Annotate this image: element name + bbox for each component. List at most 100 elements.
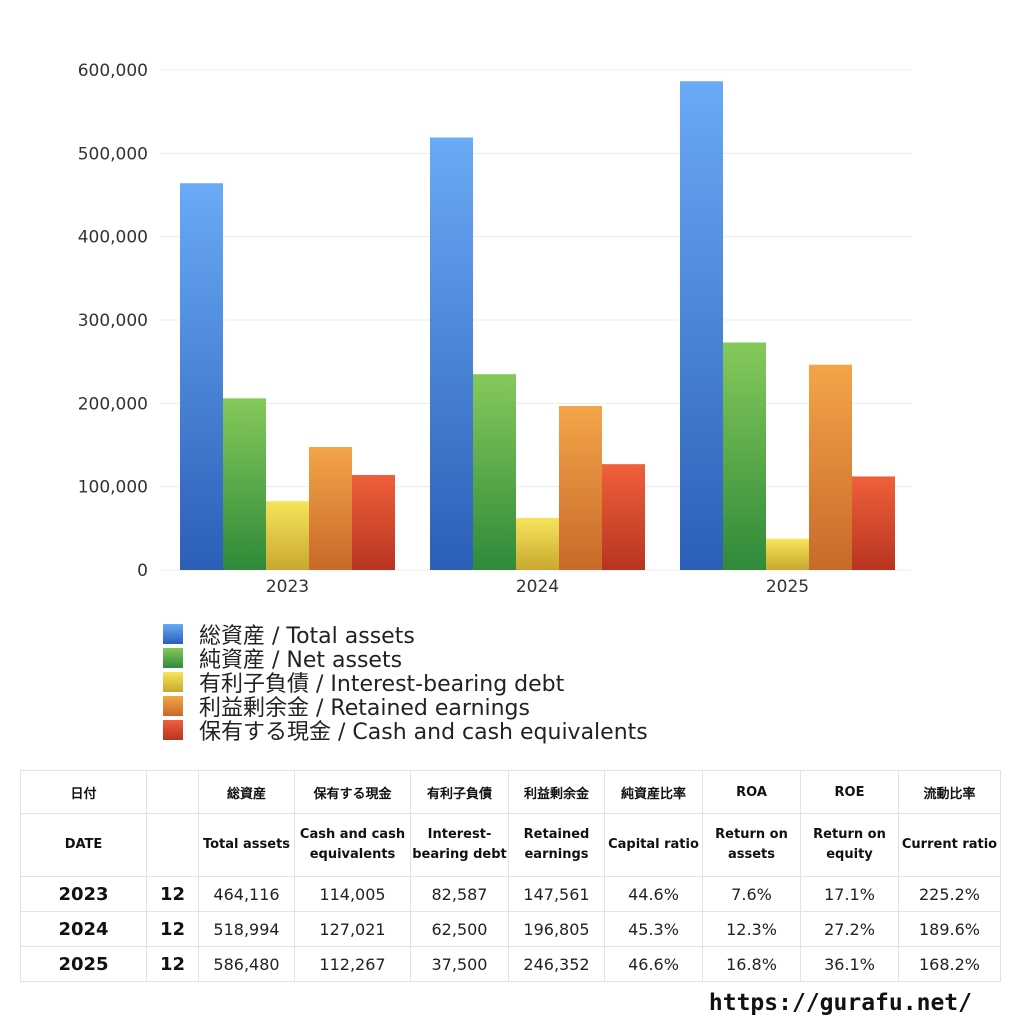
legend-label: 保有する現金 / Cash and cash equivalents bbox=[199, 720, 648, 745]
header-debt-en: Interest-bearing debt bbox=[410, 813, 509, 877]
table-cell: 127,021 bbox=[294, 911, 411, 947]
table-cell-year: 2025 bbox=[20, 946, 147, 982]
bar-chart: 0 100,000 200,000 300,000 400,000 500,000 600,… bbox=[78, 61, 912, 597]
table-cell: 12.3% bbox=[702, 911, 801, 947]
table-cell: 147,561 bbox=[508, 876, 605, 912]
bar bbox=[223, 398, 266, 570]
y-tick-label: 500,000 bbox=[78, 144, 148, 164]
y-tick-label: 100,000 bbox=[78, 478, 148, 498]
bar bbox=[430, 137, 473, 570]
table-cell: 114,005 bbox=[294, 876, 411, 912]
x-axis: 2023 2024 2025 bbox=[266, 577, 809, 597]
table-row: 2025 12 586,480 112,267 37,500 246,352 4… bbox=[20, 946, 1001, 982]
bar bbox=[516, 517, 559, 570]
table-header-row-jp: 日付 総資産 保有する現金 有利子負債 利益剰余金 純資産比率 ROA ROE … bbox=[20, 770, 1001, 814]
legend-label: 利益剰余金 / Retained earnings bbox=[199, 696, 530, 721]
table-cell-year: 2023 bbox=[20, 876, 147, 912]
bar bbox=[723, 342, 766, 570]
y-tick-label: 300,000 bbox=[78, 311, 148, 331]
legend-swatch bbox=[163, 672, 183, 692]
table-cell: 37,500 bbox=[410, 946, 509, 982]
legend-label: 有利子負債 / Interest-bearing debt bbox=[199, 672, 565, 697]
header-date-jp: 日付 bbox=[20, 770, 147, 814]
financial-data-table: 日付 総資産 保有する現金 有利子負債 利益剰余金 純資産比率 ROA ROE … bbox=[20, 770, 1001, 982]
chart-gridlines bbox=[160, 69, 912, 571]
y-tick-label: 600,000 bbox=[78, 61, 148, 81]
legend-swatch bbox=[163, 720, 183, 740]
header-cash-en: Cash and cash equivalents bbox=[294, 813, 411, 877]
header-total-assets-en: Total assets bbox=[198, 813, 295, 877]
table-cell: 7.6% bbox=[702, 876, 801, 912]
bar bbox=[766, 538, 809, 570]
table-cell: 464,116 bbox=[198, 876, 295, 912]
table-header-row-en: DATE Total assets Cash and cash equivale… bbox=[20, 813, 1001, 877]
y-tick-label: 200,000 bbox=[78, 394, 148, 414]
x-tick-label: 2025 bbox=[766, 577, 809, 597]
table-cell: 62,500 bbox=[410, 911, 509, 947]
header-capital-ratio-en: Capital ratio bbox=[604, 813, 703, 877]
table-cell: 112,267 bbox=[294, 946, 411, 982]
bar bbox=[680, 81, 723, 571]
bar bbox=[559, 405, 602, 570]
header-cash-jp: 保有する現金 bbox=[294, 770, 411, 814]
header-month-jp bbox=[146, 770, 199, 814]
table-cell: 246,352 bbox=[508, 946, 605, 982]
table-cell: 189.6% bbox=[898, 911, 1001, 947]
header-roe-en: Return on equity bbox=[800, 813, 899, 877]
bar bbox=[809, 364, 852, 570]
legend-item: 利益剰余金 / Retained earnings bbox=[163, 694, 648, 721]
header-month-en bbox=[146, 813, 199, 877]
table-row: 2024 12 518,994 127,021 62,500 196,805 4… bbox=[20, 911, 1001, 947]
legend-item: 保有する現金 / Cash and cash equivalents bbox=[163, 718, 648, 745]
y-tick-label: 400,000 bbox=[78, 228, 148, 248]
table-cell: 45.3% bbox=[604, 911, 703, 947]
table-cell: 46.6% bbox=[604, 946, 703, 982]
header-current-ratio-en: Current ratio bbox=[898, 813, 1001, 877]
site-url: https://gurafu.net/ bbox=[708, 990, 972, 1016]
table-cell: 44.6% bbox=[604, 876, 703, 912]
table-cell: 17.1% bbox=[800, 876, 899, 912]
bar bbox=[352, 474, 395, 570]
x-tick-label: 2023 bbox=[266, 577, 309, 597]
table-cell-year: 2024 bbox=[20, 911, 147, 947]
legend-item: 有利子負債 / Interest-bearing debt bbox=[163, 670, 648, 697]
header-retained-en: Retained earnings bbox=[508, 813, 605, 877]
table-cell: 16.8% bbox=[702, 946, 801, 982]
header-roe-jp: ROE bbox=[800, 770, 899, 814]
y-tick-label: 0 bbox=[137, 561, 148, 581]
table-row: 2023 12 464,116 114,005 82,587 147,561 4… bbox=[20, 876, 1001, 912]
table-cell-month: 12 bbox=[146, 911, 199, 947]
bar bbox=[852, 476, 895, 570]
legend-item: 純資産 / Net assets bbox=[163, 646, 648, 673]
table-cell: 168.2% bbox=[898, 946, 1001, 982]
chart-legend: 総資産 / Total assets 純資産 / Net assets 有利子負債 … bbox=[163, 622, 648, 745]
x-tick-label: 2024 bbox=[516, 577, 559, 597]
legend-swatch bbox=[163, 696, 183, 716]
header-capital-ratio-jp: 純資産比率 bbox=[604, 770, 703, 814]
header-current-ratio-jp: 流動比率 bbox=[898, 770, 1001, 814]
table-cell: 225.2% bbox=[898, 876, 1001, 912]
header-roa-en: Return on assets bbox=[702, 813, 801, 877]
header-total-assets-jp: 総資産 bbox=[198, 770, 295, 814]
header-debt-jp: 有利子負債 bbox=[410, 770, 509, 814]
legend-item: 総資産 / Total assets bbox=[163, 622, 648, 649]
table-cell: 586,480 bbox=[198, 946, 295, 982]
legend-label: 総資産 / Total assets bbox=[199, 624, 415, 649]
bar bbox=[602, 464, 645, 570]
bar bbox=[266, 501, 309, 570]
legend-swatch bbox=[163, 624, 183, 644]
table-cell-month: 12 bbox=[146, 876, 199, 912]
table-cell: 196,805 bbox=[508, 911, 605, 947]
bar bbox=[473, 374, 516, 570]
header-date-en: DATE bbox=[20, 813, 147, 877]
bar bbox=[309, 447, 352, 570]
table-cell: 27.2% bbox=[800, 911, 899, 947]
table-cell: 36.1% bbox=[800, 946, 899, 982]
table-cell: 518,994 bbox=[198, 911, 295, 947]
legend-swatch bbox=[163, 648, 183, 668]
legend-label: 純資産 / Net assets bbox=[199, 648, 403, 673]
header-roa-jp: ROA bbox=[702, 770, 801, 814]
chart-bars bbox=[180, 81, 895, 571]
y-axis: 0 100,000 200,000 300,000 400,000 500,000 600,… bbox=[78, 61, 148, 581]
table-cell-month: 12 bbox=[146, 946, 199, 982]
